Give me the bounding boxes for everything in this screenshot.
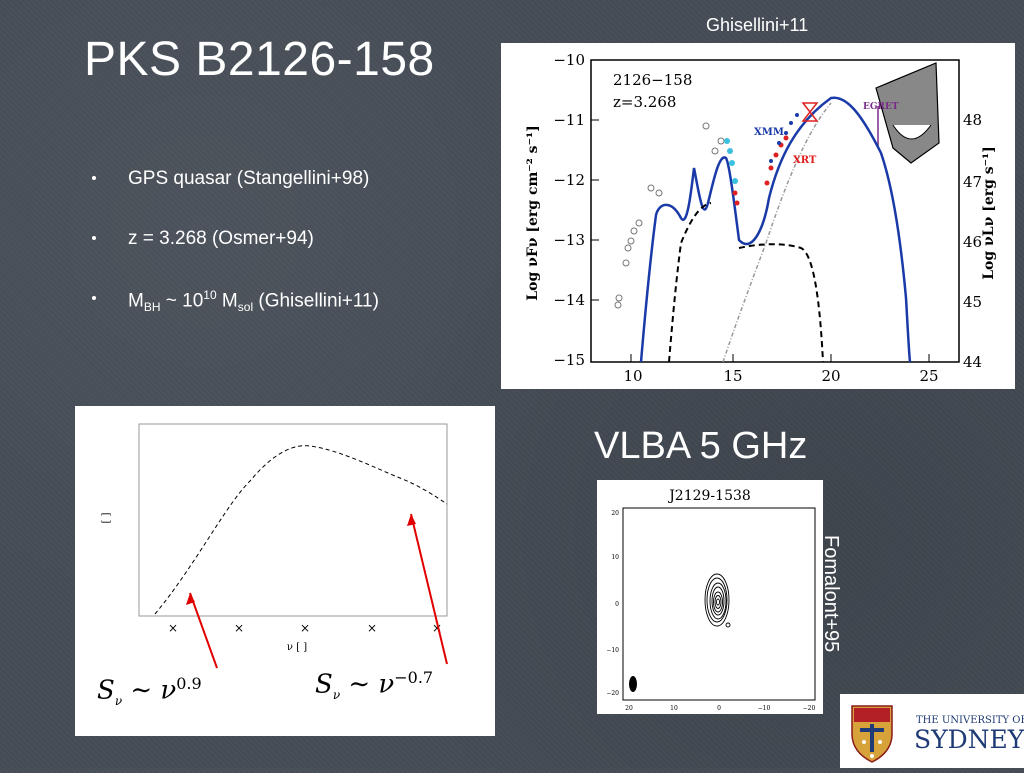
slide-title: PKS B2126-158 [84,33,435,86]
crest-star [870,754,874,758]
sed-figure: −10 −11 −12 −13 −14 −15 48 47 46 45 44 1… [501,43,1015,389]
vlba-xtick: −10 [758,705,771,712]
sed-optical-points [724,138,738,184]
model-xtick: × [432,621,442,635]
vlba-map-title: J2129-1538 [667,488,751,504]
sed-ytick: −15 [553,351,585,369]
model-xtick: × [367,621,377,635]
bullet-dot [92,296,96,300]
vlba-heading: VLBA 5 GHz [594,425,808,467]
crest-star [862,740,866,744]
sed-ytick: −10 [553,51,585,69]
vlba-xtick: 20 [625,705,633,712]
sed-ytick-right: 46 [963,233,982,251]
equation-falling: Sν ∼ ν−0.7 [315,668,434,702]
vlba-ytick: 0 [615,601,619,608]
university-logo: THE UNIVERSITY OF SYDNEY [840,694,1024,768]
vlba-map: J2129-1538 20 10 0 −10 −20 20 10 0 −10 −… [606,488,816,712]
sed-disk-model [668,202,712,363]
logo-line2: SYDNEY [914,725,1024,754]
arrow-head [407,514,416,526]
vlba-xtick: −20 [803,705,816,712]
arrow-falling-slope [410,513,448,665]
model-xtick: × [168,621,178,635]
egret-bowtie-hole [892,124,932,140]
sed-ytick-right: 44 [963,353,982,371]
sed-xtick: 25 [919,367,938,385]
sed-ytick-right: 45 [963,293,982,311]
sed-ytick-right: 48 [963,111,982,129]
crest-band [854,708,890,722]
sed-ytick-right: 47 [963,173,982,191]
model-curve [154,445,448,615]
vlba-ytick: 10 [611,554,619,561]
vlba-beam [629,676,637,692]
egret-label: EGRET [863,102,899,112]
model-xtick: × [234,621,244,635]
sed-ylabel-right: Log νLν [erg s⁻¹] [981,146,997,280]
sed-source-label: 2126−158 [613,71,692,89]
sed-radio-points [614,122,725,309]
bullet-item: z = 3.268 (Osmer+94) [92,228,379,288]
vlba-ytick: −20 [606,690,619,697]
model-figure: × × × × × ν [ ] [ ] Sν ∼ ν0.9 Sν ∼ ν−0.7 [75,406,495,736]
sed-jet-model [722,102,832,363]
university-crest: THE UNIVERSITY OF SYDNEY [851,705,1024,763]
crest-cross [860,724,884,752]
sed-plot: −10 −11 −12 −13 −14 −15 48 47 46 45 44 1… [525,51,997,385]
sed-xtick: 15 [723,367,742,385]
sed-xmm-points [769,113,799,163]
sed-xtick: 20 [821,367,840,385]
sed-torus-model [738,243,824,363]
egret-band [875,62,940,164]
model-plot: × × × × × ν [ ] [ ] [101,423,448,669]
bullet-dot [92,236,96,240]
arrow-rising-slope [189,592,218,669]
vlba-figure: J2129-1538 20 10 0 −10 −20 20 10 0 −10 −… [597,480,823,714]
xrt-label: XRT [793,155,817,166]
bullet-item: MBH ~ 1010 Msol (Ghisellini+11) [92,288,379,348]
vlba-xtick: 0 [717,705,721,712]
sed-ytick: −11 [553,111,585,129]
bullet-list: GPS quasar (Stangellini+98) z = 3.268 (O… [92,168,379,348]
model-xlabel: ν [ ] [287,642,307,653]
arrow-head [186,593,195,605]
sed-xtick: 10 [623,367,642,385]
sed-ytick: −12 [553,171,585,189]
sed-redshift-label: z=3.268 [613,93,676,111]
bullet-dot [92,176,96,180]
credit-ghisellini: Ghisellini+11 [706,15,809,35]
xmm-label: XMM [754,127,784,138]
credit-fomalont: Fomalont+95 [820,535,842,653]
vlba-xtick: 10 [670,705,678,712]
equation-rising: Sν ∼ ν0.9 [97,674,202,708]
sed-ylabel-left: Log νFν [erg cm⁻² s⁻¹] [525,125,541,300]
vlba-contours [704,573,731,628]
model-xtick: × [300,621,310,635]
sed-bat-bowtie [801,102,819,122]
logo-line1: THE UNIVERSITY OF [916,715,1024,726]
crest-star [878,740,882,744]
vlba-ytick: −10 [606,647,619,654]
sed-xrt-points [732,135,789,206]
sed-total-model [639,96,912,363]
vlba-ytick: 20 [611,510,619,517]
model-ylabel: [ ] [101,512,112,523]
sed-ytick: −13 [553,231,585,249]
bullet-item: GPS quasar (Stangellini+98) [92,168,379,228]
sed-ytick: −14 [553,291,585,309]
